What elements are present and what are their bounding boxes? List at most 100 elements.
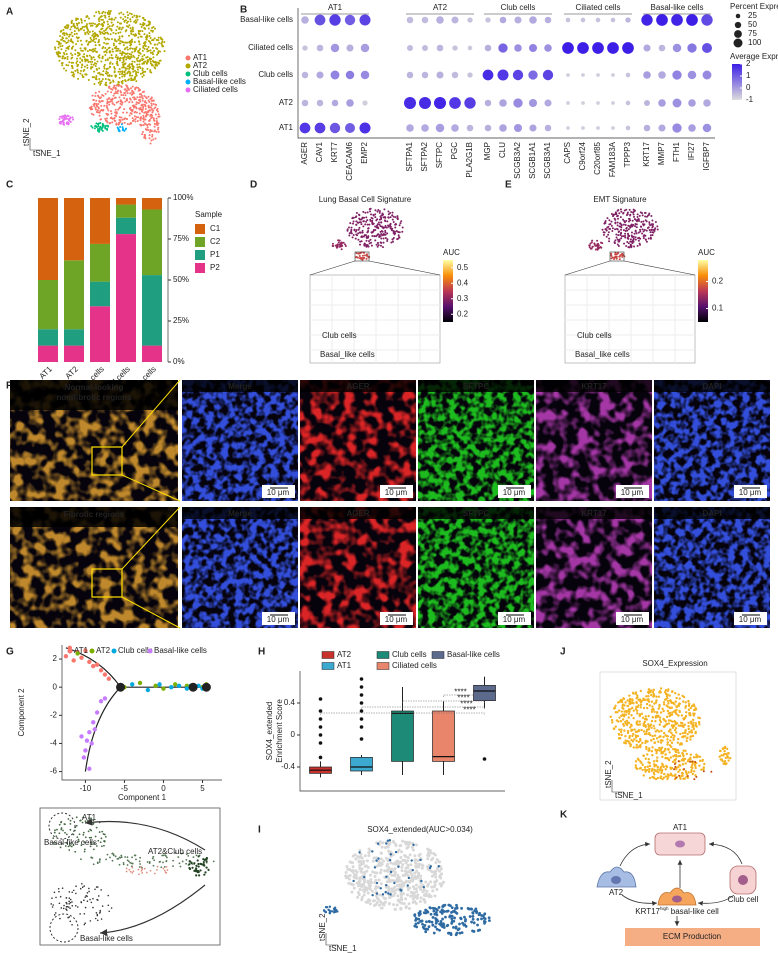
cell-dot: [432, 870, 436, 874]
group-label: AT1: [328, 3, 343, 12]
cell-dot: [627, 228, 630, 231]
cell-dot: [142, 61, 145, 64]
cell-dot: [129, 71, 132, 74]
cell-dot: [127, 14, 130, 17]
cell-dot: [673, 763, 676, 766]
cell-dot: [647, 690, 650, 694]
cell-dot: [139, 863, 141, 865]
cell-dot: [156, 38, 159, 41]
cell-dot: [463, 915, 466, 919]
point: [161, 686, 166, 691]
dot: [421, 16, 429, 24]
image-signal: [10, 507, 178, 628]
cell-dot: [672, 738, 675, 742]
bar-segment: [142, 198, 162, 210]
cell-dot: [651, 716, 654, 719]
colorbar-label: 0.4: [457, 278, 469, 287]
cell-dot: [439, 910, 442, 914]
cell-dot: [365, 243, 368, 246]
cell-dot: [135, 101, 138, 104]
cell-dot: [94, 64, 97, 67]
cell-dot: [124, 80, 127, 83]
dot: [316, 71, 324, 79]
cell-dot: [417, 885, 421, 889]
cell-dot: [677, 751, 680, 754]
cell-dot: [362, 893, 366, 897]
cell-dot: [148, 134, 151, 137]
cell-dot: [156, 124, 159, 127]
cell-dot: [352, 220, 355, 223]
cell-dot: [654, 777, 658, 781]
cell-dot: [701, 759, 704, 763]
cell-dot: [352, 234, 355, 237]
cell-dot: [647, 213, 650, 216]
cell-dot: [64, 845, 67, 847]
cell-dot: [111, 48, 114, 51]
cell-dot: [153, 125, 156, 128]
cell-dot: [620, 710, 623, 713]
cell-dot: [651, 775, 654, 779]
cell-dot: [151, 114, 154, 117]
cell-dot: [157, 122, 160, 125]
cell-dot: [723, 760, 727, 763]
cell-dot: [639, 230, 642, 233]
cell-dot: [72, 889, 75, 892]
cell-dot: [133, 56, 136, 59]
legend-swatch: [185, 63, 191, 69]
cell-dot: [92, 22, 95, 25]
cell-dot: [93, 76, 96, 79]
cell-dot: [622, 229, 625, 232]
cell-dot: [380, 244, 383, 247]
cell-dot: [658, 735, 661, 739]
cell-dot: [362, 889, 366, 893]
point: [176, 683, 182, 688]
cell-dot: [68, 842, 71, 845]
cell-dot: [358, 876, 362, 880]
cell-dot: [95, 37, 98, 40]
gene-label: KRT7: [330, 141, 339, 162]
cell-dot: [65, 897, 68, 899]
cell-dot: [673, 748, 677, 751]
cell-dot: [107, 904, 110, 907]
scale-bar-label: 10 μm: [267, 615, 290, 624]
cell-dot: [161, 38, 164, 41]
cell-dot: [144, 105, 147, 108]
cell-dot: [426, 910, 430, 914]
cell-dot: [156, 43, 159, 46]
cell-dot: [54, 48, 57, 51]
dot: [528, 70, 538, 80]
point: [106, 676, 112, 681]
cell-dot: [97, 34, 100, 37]
cell-dot: [93, 127, 96, 130]
cell-dot: [142, 45, 145, 48]
cell-dot: [668, 751, 671, 754]
cell-dot: [414, 883, 418, 887]
bar-segment: [64, 260, 84, 330]
cell-dot: [627, 234, 630, 237]
cell-dot: [105, 104, 108, 107]
cell-dot: [377, 903, 381, 907]
cell-dot: [145, 36, 148, 39]
axis-title: tSNE_2: [604, 760, 613, 788]
legend-label: P2: [210, 263, 220, 272]
cell-dot: [85, 26, 88, 29]
cell-dot: [358, 851, 361, 854]
cell-dot: [685, 711, 688, 714]
dot: [301, 16, 309, 24]
cell-dot: [653, 710, 656, 714]
cell-dot: [401, 230, 404, 233]
cell-dot: [82, 69, 85, 72]
cell-dot: [155, 103, 158, 106]
cell-dot: [380, 214, 383, 217]
cell-dot: [76, 836, 79, 838]
dot: [330, 43, 340, 53]
cell-dot: [149, 109, 152, 112]
cell-dot: [629, 219, 632, 222]
cell-dot: [108, 910, 110, 913]
legend-swatch: [111, 648, 117, 654]
dot: [467, 72, 473, 78]
cell-dot: [659, 748, 662, 751]
cell-dot: [391, 869, 395, 873]
cell-dot: [92, 897, 94, 900]
cell-dot: [413, 900, 417, 904]
